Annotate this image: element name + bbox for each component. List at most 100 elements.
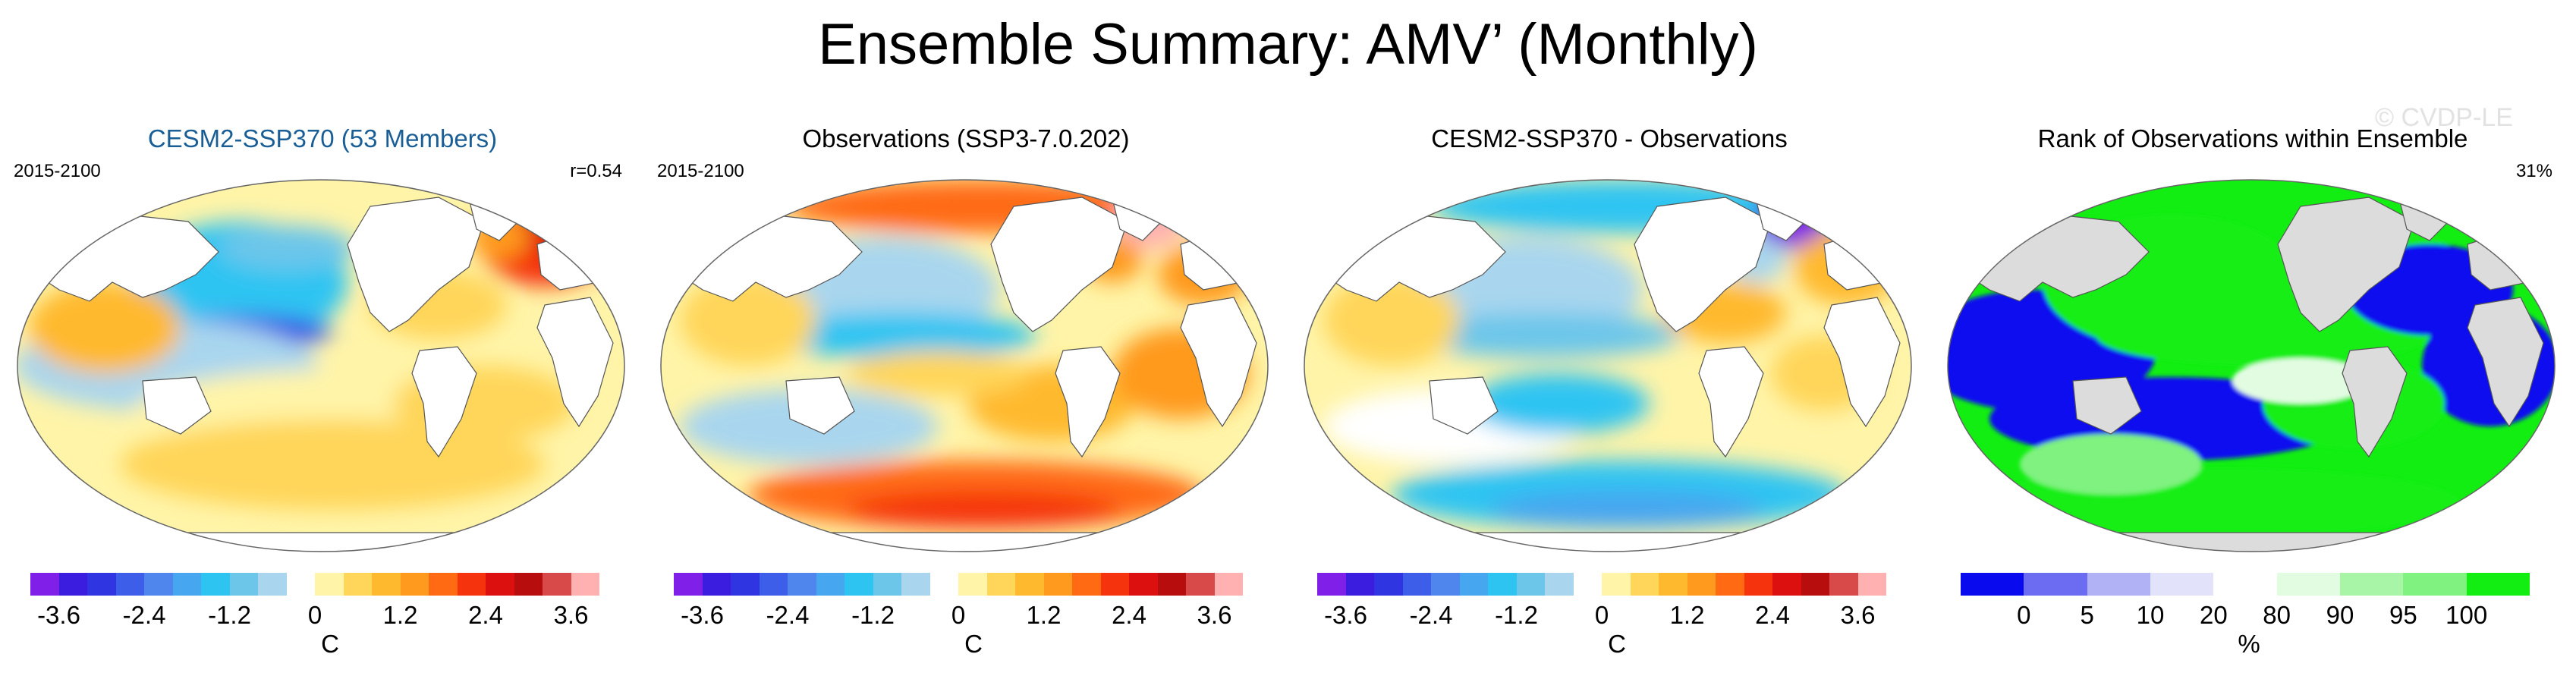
colorbar-tick-label: -2.4 [766,601,810,629]
colorbar-swatch [1516,573,1545,596]
colorbar [1317,573,1886,596]
colorbar-tick-label: 3.6 [1197,601,1232,629]
colorbar-swatch [1772,573,1801,596]
colorbar-swatch [816,573,845,596]
colorbar-swatch [1488,573,1517,596]
panel-observations: Observations (SSP3-7.0.202) 2015-2100 -3… [643,114,1288,676]
land-africa [536,297,614,428]
colorbar-tick-label: -3.6 [681,601,724,629]
colorbar [674,573,1243,596]
colorbar-tick-label: 2.4 [468,601,503,629]
colorbar-swatch [2024,573,2087,596]
colorbar-swatch [845,573,873,596]
colorbar-swatch [58,573,87,596]
colorbar-tick-label: 3.6 [1840,601,1876,629]
colorbar-tick-label: 0 [1594,601,1609,629]
land-americasN [2277,197,2415,332]
colorbar-tick-label: 20 [2199,601,2228,629]
colorbar-swatch [702,573,731,596]
land-americasN [347,197,485,332]
colorbar-tick-label: -2.4 [122,601,166,629]
colorbar-tick-label: 1.2 [1669,601,1705,629]
map-rank [1947,179,2556,552]
colorbar-swatch [87,573,116,596]
colorbar-tick-label: 2.4 [1755,601,1790,629]
land-americasS [1698,346,1764,458]
colorbar-swatch [1545,573,1574,596]
panel-title: CESM2-SSP370 - Observations [1431,124,1788,152]
colorbar-swatch [2087,573,2150,596]
colorbar-tick-label: -1.2 [851,601,895,629]
colorbar-tick-label: 2.4 [1112,601,1146,629]
field-anomaly-region [29,282,181,373]
colorbar-swatch [674,573,703,596]
colorbar [1961,573,2530,596]
land-antarctica [747,532,1181,552]
colorbar [30,573,599,596]
land-antarctica [2034,532,2468,552]
land-australia [142,376,212,435]
colorbar-swatch [1214,573,1243,596]
colorbar-swatch [429,573,458,596]
colorbar-tick-label: 100 [2445,601,2488,629]
colorbar-tick-label: 5 [2080,601,2094,629]
colorbar-swatch [1100,573,1129,596]
colorbar-unit: % [2238,630,2260,658]
colorbar-swatch [229,573,258,596]
colorbar-tick-label: 0 [951,601,966,629]
land-americasS [411,346,477,458]
colorbar-ticks: -3.6 -2.4 -1.2 0 1.2 2.4 3.6 [674,601,1243,631]
map-outline [660,179,1269,552]
colorbar-tick-label: 0 [2017,601,2031,629]
colorbar-swatch [1459,573,1488,596]
colorbar-tick-label: 90 [2326,601,2354,629]
figure-title: Ensemble Summary: AMV’ (Monthly) [818,12,1758,77]
colorbar-swatch [1015,573,1044,596]
colorbar-swatch [343,573,372,596]
overall-rank-label: 31% [2515,161,2552,181]
colorbar-swatch [144,573,173,596]
period-label: 2015-2100 [657,161,744,181]
period-label: 2015-2100 [14,161,101,181]
colorbar-tick-label: 1.2 [1026,601,1062,629]
land-americasS [2342,346,2408,458]
land-antarctica [1391,532,1825,552]
colorbar-swatch [1317,573,1346,596]
colorbar-swatch [286,573,315,596]
colorbar-tick-label: -2.4 [1409,601,1453,629]
land-europe [2467,228,2544,291]
colorbar-tick-label: -3.6 [37,601,80,629]
colorbar-swatch [759,573,788,596]
colorbar-swatch [571,573,599,596]
colorbar-swatch [2213,573,2277,596]
colorbar-swatch [1602,573,1631,596]
colorbar-swatch [788,573,816,596]
colorbar-swatch [958,573,987,596]
panel-title: Observations (SSP3-7.0.202) [802,124,1130,152]
land-africa [1180,297,1257,428]
colorbar-swatch [457,573,486,596]
colorbar-swatch [986,573,1015,596]
land-europe [1823,228,1901,291]
panel-rank: Rank of Observations within Ensemble 31%… [1930,114,2575,676]
map-outline [1304,179,1912,552]
field-anomaly-region [763,313,1036,358]
colorbar-swatch [115,573,144,596]
land-australia [1429,376,1499,435]
land-australia [2072,376,2142,435]
field-anomaly-region [2020,434,2202,495]
colorbar-swatch [1374,573,1403,596]
panel-title: Rank of Observations within Ensemble [2037,124,2468,152]
colorbar-swatch [258,573,287,596]
field-anomaly-region [2232,358,2369,404]
colorbar-tick-label: 10 [2136,601,2165,629]
field-anomaly-region [219,225,355,271]
colorbar-swatch [731,573,760,596]
colorbar-swatch [1961,573,2024,596]
field-anomaly-region [680,275,816,366]
colorbar-swatch [1630,573,1659,596]
colorbar-tick-label: -1.2 [1495,601,1538,629]
panel-difference: CESM2-SSP370 - Observations -3.6 -2.4 -1.2… [1287,114,1932,676]
land-australia [785,376,855,435]
colorbar-swatch [1573,573,1602,596]
